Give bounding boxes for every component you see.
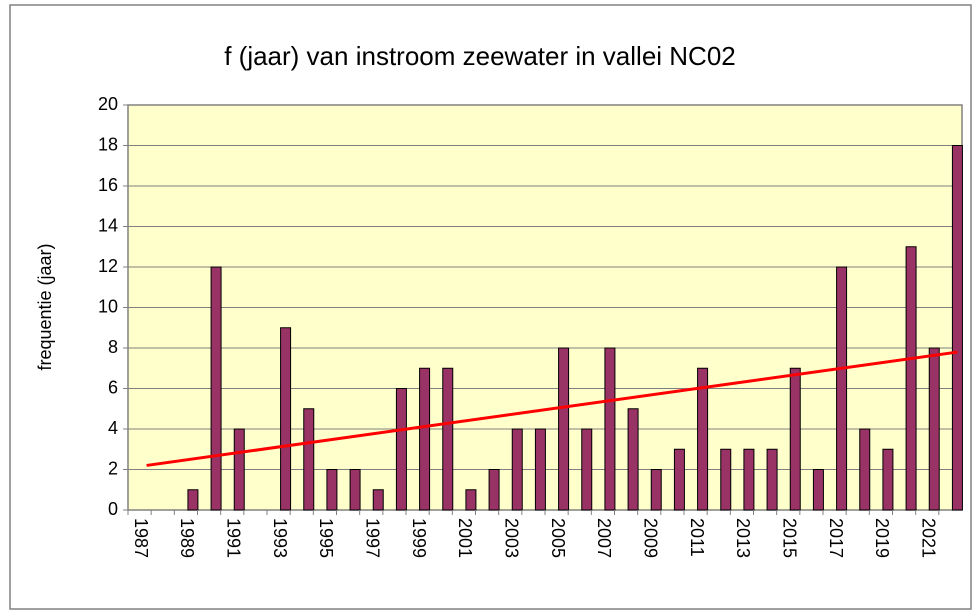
x-tick-label: 1991 — [224, 518, 244, 558]
bar — [558, 347, 570, 511]
bar — [488, 469, 500, 511]
bar — [326, 469, 338, 511]
x-tick-label: 2003 — [502, 518, 522, 558]
x-tick-label: 2007 — [594, 518, 614, 558]
x-tick-label: 1999 — [409, 518, 429, 558]
bar — [303, 408, 315, 511]
y-tick-label: 0 — [108, 499, 118, 519]
bar — [233, 428, 245, 511]
bar — [210, 266, 222, 511]
bar — [511, 428, 523, 511]
bar — [349, 469, 361, 511]
y-tick-label: 12 — [98, 256, 118, 276]
y-tick-label: 6 — [108, 377, 118, 397]
y-tick-label: 2 — [108, 458, 118, 478]
x-tick-label: 2005 — [548, 518, 568, 558]
x-tick-label: 2021 — [919, 518, 939, 558]
bar — [882, 448, 894, 511]
bar — [280, 327, 292, 511]
y-tick-label: 18 — [98, 134, 118, 154]
bar — [812, 469, 824, 511]
x-tick-label: 1997 — [363, 518, 383, 558]
bar — [789, 367, 801, 511]
bar — [766, 448, 778, 511]
bar — [627, 408, 639, 511]
x-tick-label: 1989 — [177, 518, 197, 558]
bar — [442, 367, 454, 511]
x-tick-label: 1987 — [131, 518, 151, 558]
bar — [905, 246, 917, 511]
bar — [720, 448, 732, 511]
x-tick-label: 2015 — [780, 518, 800, 558]
bar — [836, 266, 848, 511]
x-tick-label: 1993 — [270, 518, 290, 558]
x-tick-label: 2017 — [826, 518, 846, 558]
y-tick-label: 20 — [98, 94, 118, 114]
x-tick-label: 2011 — [687, 518, 707, 557]
x-tick-label: 1995 — [316, 518, 336, 558]
y-axis-label: frequentie (jaar) — [35, 243, 55, 370]
bar — [697, 367, 709, 511]
bar — [395, 388, 407, 511]
y-tick-label: 10 — [98, 296, 118, 316]
bar — [604, 347, 616, 511]
bar — [465, 489, 477, 511]
bar — [581, 428, 593, 511]
x-tick-label: 2001 — [455, 518, 475, 558]
chart-title: f (jaar) van instroom zeewater in vallei… — [224, 41, 736, 71]
x-tick-label: 2009 — [641, 518, 661, 558]
bar — [859, 428, 871, 511]
bar — [650, 469, 662, 511]
bar — [372, 489, 384, 511]
bar — [187, 489, 199, 511]
trend-line — [146, 350, 958, 467]
y-tick-label: 4 — [108, 418, 118, 438]
bar — [673, 448, 685, 511]
y-tick-label: 8 — [108, 337, 118, 357]
bar — [951, 145, 963, 511]
y-tick-label: 16 — [98, 175, 118, 195]
bar — [928, 347, 940, 511]
bar — [419, 367, 431, 511]
x-tick-label: 2013 — [733, 518, 753, 558]
y-tick-label: 14 — [98, 215, 118, 235]
x-tick-label: 2019 — [872, 518, 892, 558]
bar — [743, 448, 755, 511]
bar — [534, 428, 546, 511]
